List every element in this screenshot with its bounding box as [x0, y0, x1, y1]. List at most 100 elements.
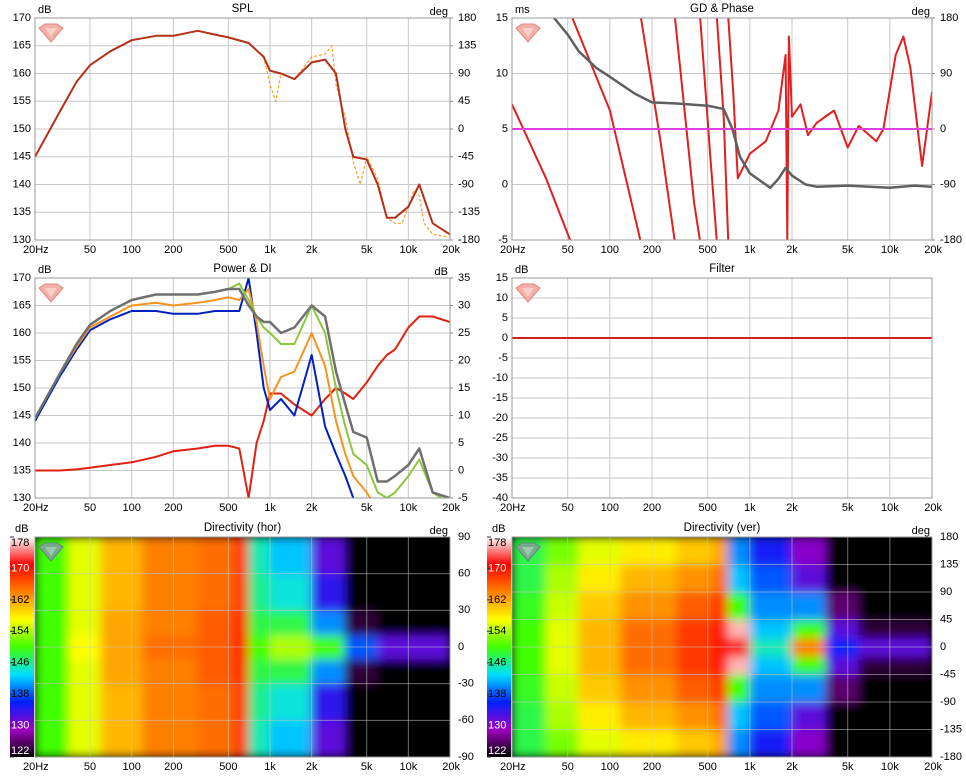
heatmap-cell: [727, 619, 751, 639]
heatmap-cell: [620, 537, 678, 565]
logo-facet: [522, 547, 534, 556]
x-tick-label: 2k: [306, 761, 318, 773]
colorbar-tick-label: 154: [488, 625, 506, 637]
y-tick-label: -40: [492, 492, 508, 504]
x-tick-label: 50: [84, 244, 96, 256]
heatmap-cell: [100, 683, 144, 721]
heatmap-cell: [676, 729, 715, 757]
heatmap-cell: [248, 573, 271, 611]
y-tick-label: -5: [498, 352, 508, 364]
heatmap-cell: [620, 564, 678, 593]
heatmap-cell: [512, 674, 547, 703]
y2-tick-label: 20: [458, 354, 470, 366]
heatmap-cell: [620, 701, 678, 730]
y2-tick-label: 90: [940, 67, 952, 79]
y2-tick-label: 90: [458, 67, 470, 79]
x-tick-label: 100: [601, 244, 619, 256]
heatmap-cell: [100, 719, 144, 757]
y2-tick-label: -45: [458, 151, 474, 163]
series-line: [35, 288, 372, 498]
plot-frame: [34, 536, 451, 758]
heatmap-cell: [68, 609, 102, 636]
heatmap-cell: [344, 719, 379, 757]
series-group: [512, 18, 932, 240]
heatmap-cell: [512, 619, 547, 639]
heatmap-cell: [676, 701, 715, 730]
heatmap-cell: [35, 573, 70, 611]
y2-unit-label: deg: [912, 6, 930, 18]
x-tick-label: 500: [699, 244, 717, 256]
x-tick-label: 20k: [924, 244, 942, 256]
x-tick-label: 100: [601, 761, 619, 773]
colorbar-tick-label: 138: [11, 688, 29, 700]
x-tick-label: 1k: [264, 244, 276, 256]
y-tick-label: -15: [492, 392, 508, 404]
x-tick-label: 2k: [786, 761, 798, 773]
panel-title: GD & Phase: [690, 3, 754, 15]
y-tick-label: 0: [458, 641, 464, 653]
heatmap-cell: [749, 701, 793, 730]
heatmap-cell: [713, 564, 729, 593]
x-tick-label: 20Hz: [23, 502, 49, 514]
heatmap-cell: [791, 655, 827, 675]
y-tick-label: -25: [492, 432, 508, 444]
heatmap-cell: [578, 619, 622, 639]
heatmap-cell: [35, 609, 70, 636]
x-tick-label: 20k: [442, 502, 460, 514]
x-tick-label: 20k: [924, 761, 942, 773]
x-tick-label: 1k: [264, 502, 276, 514]
heatmap-cell: [377, 683, 450, 721]
y-tick-label: 145: [13, 409, 31, 421]
heatmap-cell: [676, 619, 715, 639]
heatmap-cell: [344, 537, 379, 575]
y-tick-label: -135: [940, 723, 962, 735]
heatmap-cell: [749, 729, 793, 757]
logo-facet: [45, 288, 57, 297]
y2-tick-label: -5: [458, 492, 468, 504]
x-tick-label: 2k: [786, 502, 798, 514]
panel-title: Directivity (ver): [684, 522, 761, 534]
heatmap-cell: [727, 564, 751, 593]
y-tick-label: 30: [458, 604, 470, 616]
heatmap-cell: [713, 655, 729, 675]
heatmap-cell: [248, 719, 271, 757]
heatmap-cell: [749, 655, 793, 675]
y-unit-label: dB: [38, 264, 51, 276]
heatmap-cell: [825, 701, 860, 730]
heatmap-cell: [749, 564, 793, 593]
heatmap-cell: [512, 564, 547, 593]
series-group: [35, 29, 450, 238]
heatmap-cell: [791, 619, 827, 639]
heatmap-cell: [269, 683, 313, 721]
heatmap-cell: [676, 655, 715, 675]
y-tick-label: 60: [458, 568, 470, 580]
y2-tick-label: 35: [458, 272, 470, 284]
y-tick-label: 15: [496, 272, 508, 284]
x-tick-label: 1k: [744, 244, 756, 256]
heatmap-cell: [68, 658, 102, 685]
y-tick-label: -90: [940, 696, 956, 708]
heatmap-cell: [545, 674, 580, 703]
logo-facet: [45, 547, 57, 556]
y-tick-label: 130: [13, 234, 31, 246]
heatmap-cell: [311, 719, 346, 757]
heatmap-cell: [344, 573, 379, 611]
y-tick-label: 130: [13, 492, 31, 504]
heatmap-cell: [620, 729, 678, 757]
y2-tick-label: -90: [458, 178, 474, 190]
x-tick-label: 20k: [924, 502, 942, 514]
series-line: [512, 18, 932, 240]
heatmap-cell: [858, 619, 932, 639]
heatmap-cell: [791, 564, 827, 593]
y-tick-label: -30: [458, 678, 474, 690]
heatmap-cell: [269, 537, 313, 575]
heatmap-cell: [676, 674, 715, 703]
x-tick-label: 5k: [842, 244, 854, 256]
heatmap-cell: [68, 719, 102, 757]
y-tick-label: 160: [13, 67, 31, 79]
y2-unit-label: deg: [430, 525, 448, 537]
x-tick-label: 500: [219, 244, 237, 256]
heatmap: [35, 537, 450, 757]
heatmap-cell: [713, 619, 729, 639]
heatmap-cell: [269, 609, 313, 636]
